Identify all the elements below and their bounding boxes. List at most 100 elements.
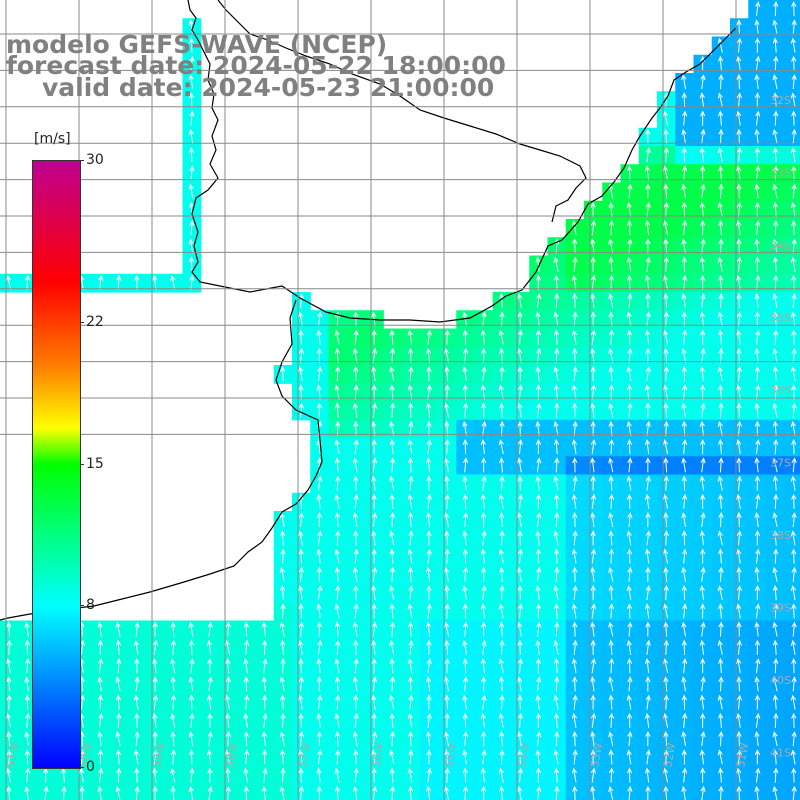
wind-arrow	[699, 92, 705, 108]
wind-arrow	[280, 749, 286, 765]
wind-arrow	[700, 712, 706, 728]
wind-arrow	[298, 366, 304, 382]
wind-arrow	[790, 201, 797, 217]
wind-arrow	[334, 384, 340, 400]
wind-arrow	[590, 749, 596, 765]
wind-arrow	[754, 128, 760, 144]
wind-arrow	[736, 475, 742, 491]
wind-arrow	[535, 311, 541, 327]
wind-arrow	[499, 639, 505, 655]
wind-arrow	[371, 694, 377, 710]
wind-arrow	[790, 256, 797, 272]
wind-arrow	[499, 420, 505, 436]
wind-arrow	[773, 219, 779, 236]
wind-arrow	[352, 785, 359, 800]
wind-arrow	[791, 621, 797, 637]
wind-arrow	[444, 566, 450, 582]
wind-arrow	[407, 329, 413, 345]
wind-arrow	[6, 712, 12, 728]
wind-arrow	[298, 767, 304, 783]
wind-arrow	[663, 530, 669, 546]
wind-arrow	[426, 384, 432, 400]
latitude-label: 35S	[770, 312, 791, 325]
wind-arrow	[499, 365, 505, 382]
wind-arrow	[626, 603, 633, 619]
wind-arrow	[717, 201, 723, 217]
wind-arrow	[736, 548, 742, 564]
wind-arrow	[97, 785, 103, 800]
wind-arrow	[645, 347, 651, 363]
wind-arrow	[718, 329, 724, 345]
wind-arrow	[498, 439, 504, 455]
wind-arrow	[699, 201, 705, 217]
colorbar-tick-label: 15	[86, 455, 104, 472]
wind-arrow	[462, 749, 468, 765]
wind-arrow	[352, 512, 359, 528]
wind-arrow	[517, 731, 523, 747]
wind-arrow	[590, 238, 596, 254]
wind-arrow	[718, 566, 724, 582]
wind-arrow	[754, 347, 760, 363]
wind-arrow	[499, 621, 505, 637]
wind-arrow	[444, 493, 450, 509]
wind-arrow	[663, 439, 669, 455]
wind-arrow	[644, 493, 651, 509]
wind-arrow	[645, 566, 651, 582]
wind-arrow	[626, 256, 632, 272]
wind-arrow	[444, 676, 450, 692]
wind-arrow	[316, 548, 322, 564]
wind-arrow	[98, 274, 104, 290]
wind-arrow	[590, 767, 597, 783]
wind-arrow	[608, 512, 614, 528]
wind-arrow	[280, 639, 286, 655]
wind-arrow	[316, 785, 323, 800]
wind-arrow	[736, 329, 742, 345]
wind-arrow	[408, 585, 414, 601]
wind-arrow	[791, 55, 797, 71]
wind-arrow	[773, 55, 779, 71]
wind-arrow	[517, 402, 523, 418]
wind-cell	[784, 784, 800, 800]
wind-cell	[784, 109, 800, 129]
wind-arrow	[644, 603, 651, 619]
wind-arrow	[608, 329, 615, 345]
wind-arrow	[590, 384, 597, 400]
wind-arrow	[188, 128, 194, 144]
wind-arrow	[755, 110, 761, 126]
wind-arrow	[353, 439, 359, 455]
wind-arrow	[644, 439, 651, 455]
wind-arrow	[681, 293, 687, 309]
wind-arrow	[517, 311, 523, 327]
wind-arrow	[262, 658, 268, 674]
colorbar-tick-label: 22	[86, 313, 104, 330]
wind-arrow	[791, 603, 797, 619]
wind-arrow	[535, 603, 542, 619]
wind-arrow	[115, 731, 121, 747]
wind-arrow	[170, 676, 176, 692]
wind-arrow	[736, 694, 742, 710]
wind-arrow	[517, 347, 523, 363]
wind-arrow	[699, 475, 705, 491]
wind-arrow	[590, 311, 596, 327]
wind-arrow	[717, 639, 723, 655]
colorbar-unit: [m/s]	[34, 131, 71, 147]
wind-arrow	[644, 767, 651, 783]
wind-arrow	[152, 694, 159, 710]
wind-arrow	[626, 420, 632, 436]
wind-arrow	[407, 402, 414, 418]
wind-arrow	[133, 749, 140, 765]
wind-arrow	[736, 749, 742, 765]
wind-arrow	[663, 511, 669, 528]
wind-arrow	[645, 676, 651, 692]
wind-arrow	[772, 676, 778, 692]
wind-arrow	[371, 566, 378, 582]
wind-arrow	[389, 639, 395, 655]
wind-arrow	[645, 585, 651, 601]
wind-arrow	[718, 110, 724, 126]
wind-arrow	[426, 584, 432, 601]
wind-arrow	[681, 603, 688, 619]
wind-arrow	[791, 0, 797, 17]
wind-arrow	[353, 749, 359, 765]
wind-arrow	[627, 457, 633, 473]
wind-arrow	[773, 493, 779, 509]
